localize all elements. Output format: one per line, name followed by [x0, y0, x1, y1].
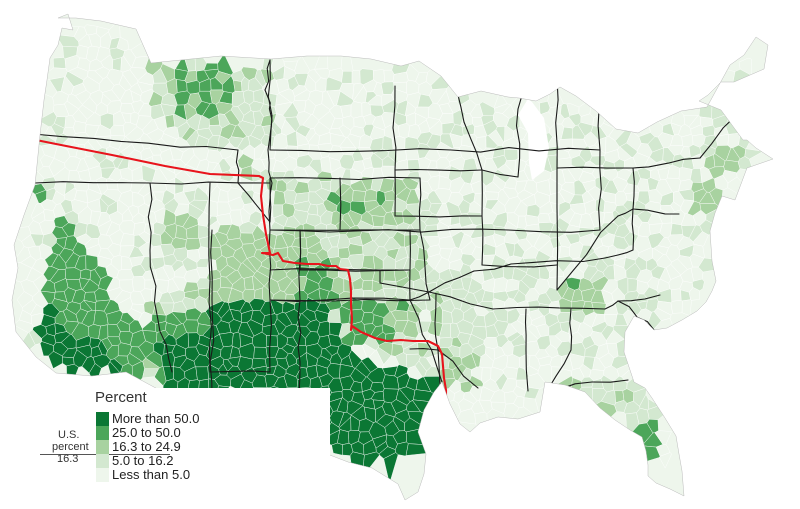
svg-text:16.3: 16.3 — [57, 453, 78, 465]
svg-text:Less than 5.0: Less than 5.0 — [112, 467, 190, 482]
svg-text:percent: percent — [52, 441, 89, 453]
svg-text:5.0 to 16.2: 5.0 to 16.2 — [112, 453, 173, 468]
svg-text:U.S.: U.S. — [58, 429, 79, 441]
svg-text:Percent: Percent — [95, 389, 148, 406]
svg-text:16.3 to 24.9: 16.3 to 24.9 — [112, 439, 181, 454]
svg-text:More than 50.0: More than 50.0 — [112, 411, 199, 426]
svg-text:25.0 to 50.0: 25.0 to 50.0 — [112, 425, 181, 440]
